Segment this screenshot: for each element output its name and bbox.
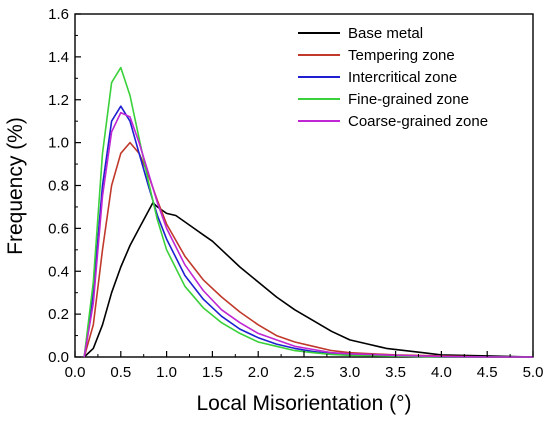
series-line-base-metal: [83, 201, 534, 358]
series-layer: [83, 66, 534, 358]
y-tick-label: 1.2: [48, 92, 69, 109]
series-line-coarse-grained-zone: [83, 111, 533, 358]
legend-label: Coarse-grained zone: [348, 113, 488, 130]
legend-label: Fine-grained zone: [348, 91, 469, 108]
y-tick-label: 1.4: [48, 49, 69, 66]
plot-frame: [74, 13, 534, 358]
x-tick-label: 0.0: [65, 364, 86, 381]
y-tick-label: 1.0: [48, 135, 69, 152]
y-tick-label: 1.6: [48, 6, 69, 23]
series-line-intercritical-zone: [83, 105, 533, 358]
x-axis-title: Local Misorientation (°): [197, 392, 412, 415]
x-tick-label: 3.5: [385, 364, 406, 381]
y-tick-label: 0.8: [48, 178, 69, 195]
tick-layer: 0.0 0.5 1.0 1.5 2.0 2.5 3.0 3.5 4.0 4.5 5.0 0.0 0.2 0…: [48, 6, 543, 381]
x-tick-label: 4.5: [477, 364, 498, 381]
x-tick-label: 2.0: [248, 364, 269, 381]
y-tick-label: 0.0: [48, 349, 69, 366]
y-tick-label: 0.2: [48, 306, 69, 323]
legend-label: Base metal: [348, 25, 423, 42]
x-tick-label: 2.5: [294, 364, 315, 381]
y-tick-label: 0.6: [48, 220, 69, 237]
y-tick-label: 0.4: [48, 263, 69, 280]
x-tick-label: 1.5: [202, 364, 223, 381]
x-tick-label: 0.5: [110, 364, 131, 381]
x-tick-label: 4.0: [431, 364, 452, 381]
x-tick-label: 5.0: [523, 364, 544, 381]
series-line-tempering-zone: [83, 141, 533, 358]
legend-label: Tempering zone: [348, 47, 455, 64]
series-line-fine-grained-zone: [83, 66, 533, 358]
x-tick-label: 1.0: [156, 364, 177, 381]
legend: Base metal Tempering zone Intercritical zo…: [298, 25, 488, 130]
x-tick-label: 3.0: [339, 364, 360, 381]
legend-label: Intercritical zone: [348, 69, 457, 86]
y-axis-title: Frequency (%): [4, 117, 27, 255]
